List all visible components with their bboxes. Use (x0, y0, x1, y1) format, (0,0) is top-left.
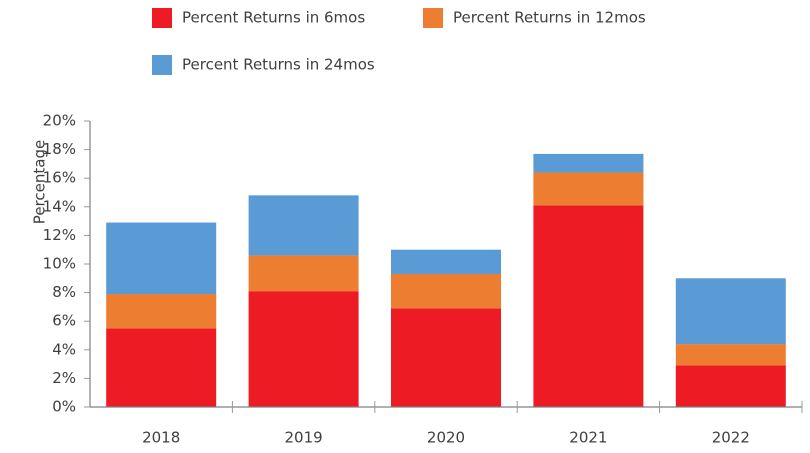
bar-segment (248, 255, 359, 292)
bar-segment (106, 222, 217, 295)
bar-segment (533, 153, 644, 173)
bar-segment (391, 308, 501, 407)
y-tick-label: 20% (43, 112, 76, 130)
legend-swatch (152, 55, 172, 75)
x-tick-label: 2022 (712, 429, 750, 447)
y-tick-label: 12% (43, 226, 76, 244)
y-axis-label: Percentage (31, 140, 49, 224)
legend-label: Percent Returns in 12mos (453, 9, 646, 27)
y-tick-label: 18% (43, 140, 76, 158)
bar-segment (533, 205, 644, 407)
bar-segment (106, 328, 217, 407)
y-tick-label: 16% (43, 169, 76, 187)
bar-segment (248, 195, 359, 256)
legend-swatch (152, 8, 172, 28)
y-tick-label: 14% (43, 197, 76, 215)
legend-swatch (423, 8, 443, 28)
x-tick-label: 2020 (427, 429, 465, 447)
y-tick-label: 0% (52, 398, 76, 416)
y-tick-label: 8% (52, 283, 76, 301)
bar-segment (248, 291, 359, 407)
bar-segment (675, 365, 786, 407)
legend-label: Percent Returns in 24mos (182, 56, 375, 74)
y-tick-label: 2% (52, 369, 76, 387)
bar-segment (391, 249, 501, 275)
bar-segment (675, 278, 786, 345)
bar-segment (391, 274, 501, 309)
y-tick-label: 6% (52, 312, 76, 330)
bar-segment (106, 294, 217, 329)
y-tick-label: 4% (52, 340, 76, 358)
x-tick-label: 2018 (142, 429, 180, 447)
x-tick-label: 2019 (285, 429, 323, 447)
bar-segment (533, 172, 644, 206)
legend-label: Percent Returns in 6mos (182, 9, 365, 27)
y-tick-label: 10% (43, 255, 76, 273)
x-tick-label: 2021 (569, 429, 607, 447)
bar-segment (675, 344, 786, 366)
